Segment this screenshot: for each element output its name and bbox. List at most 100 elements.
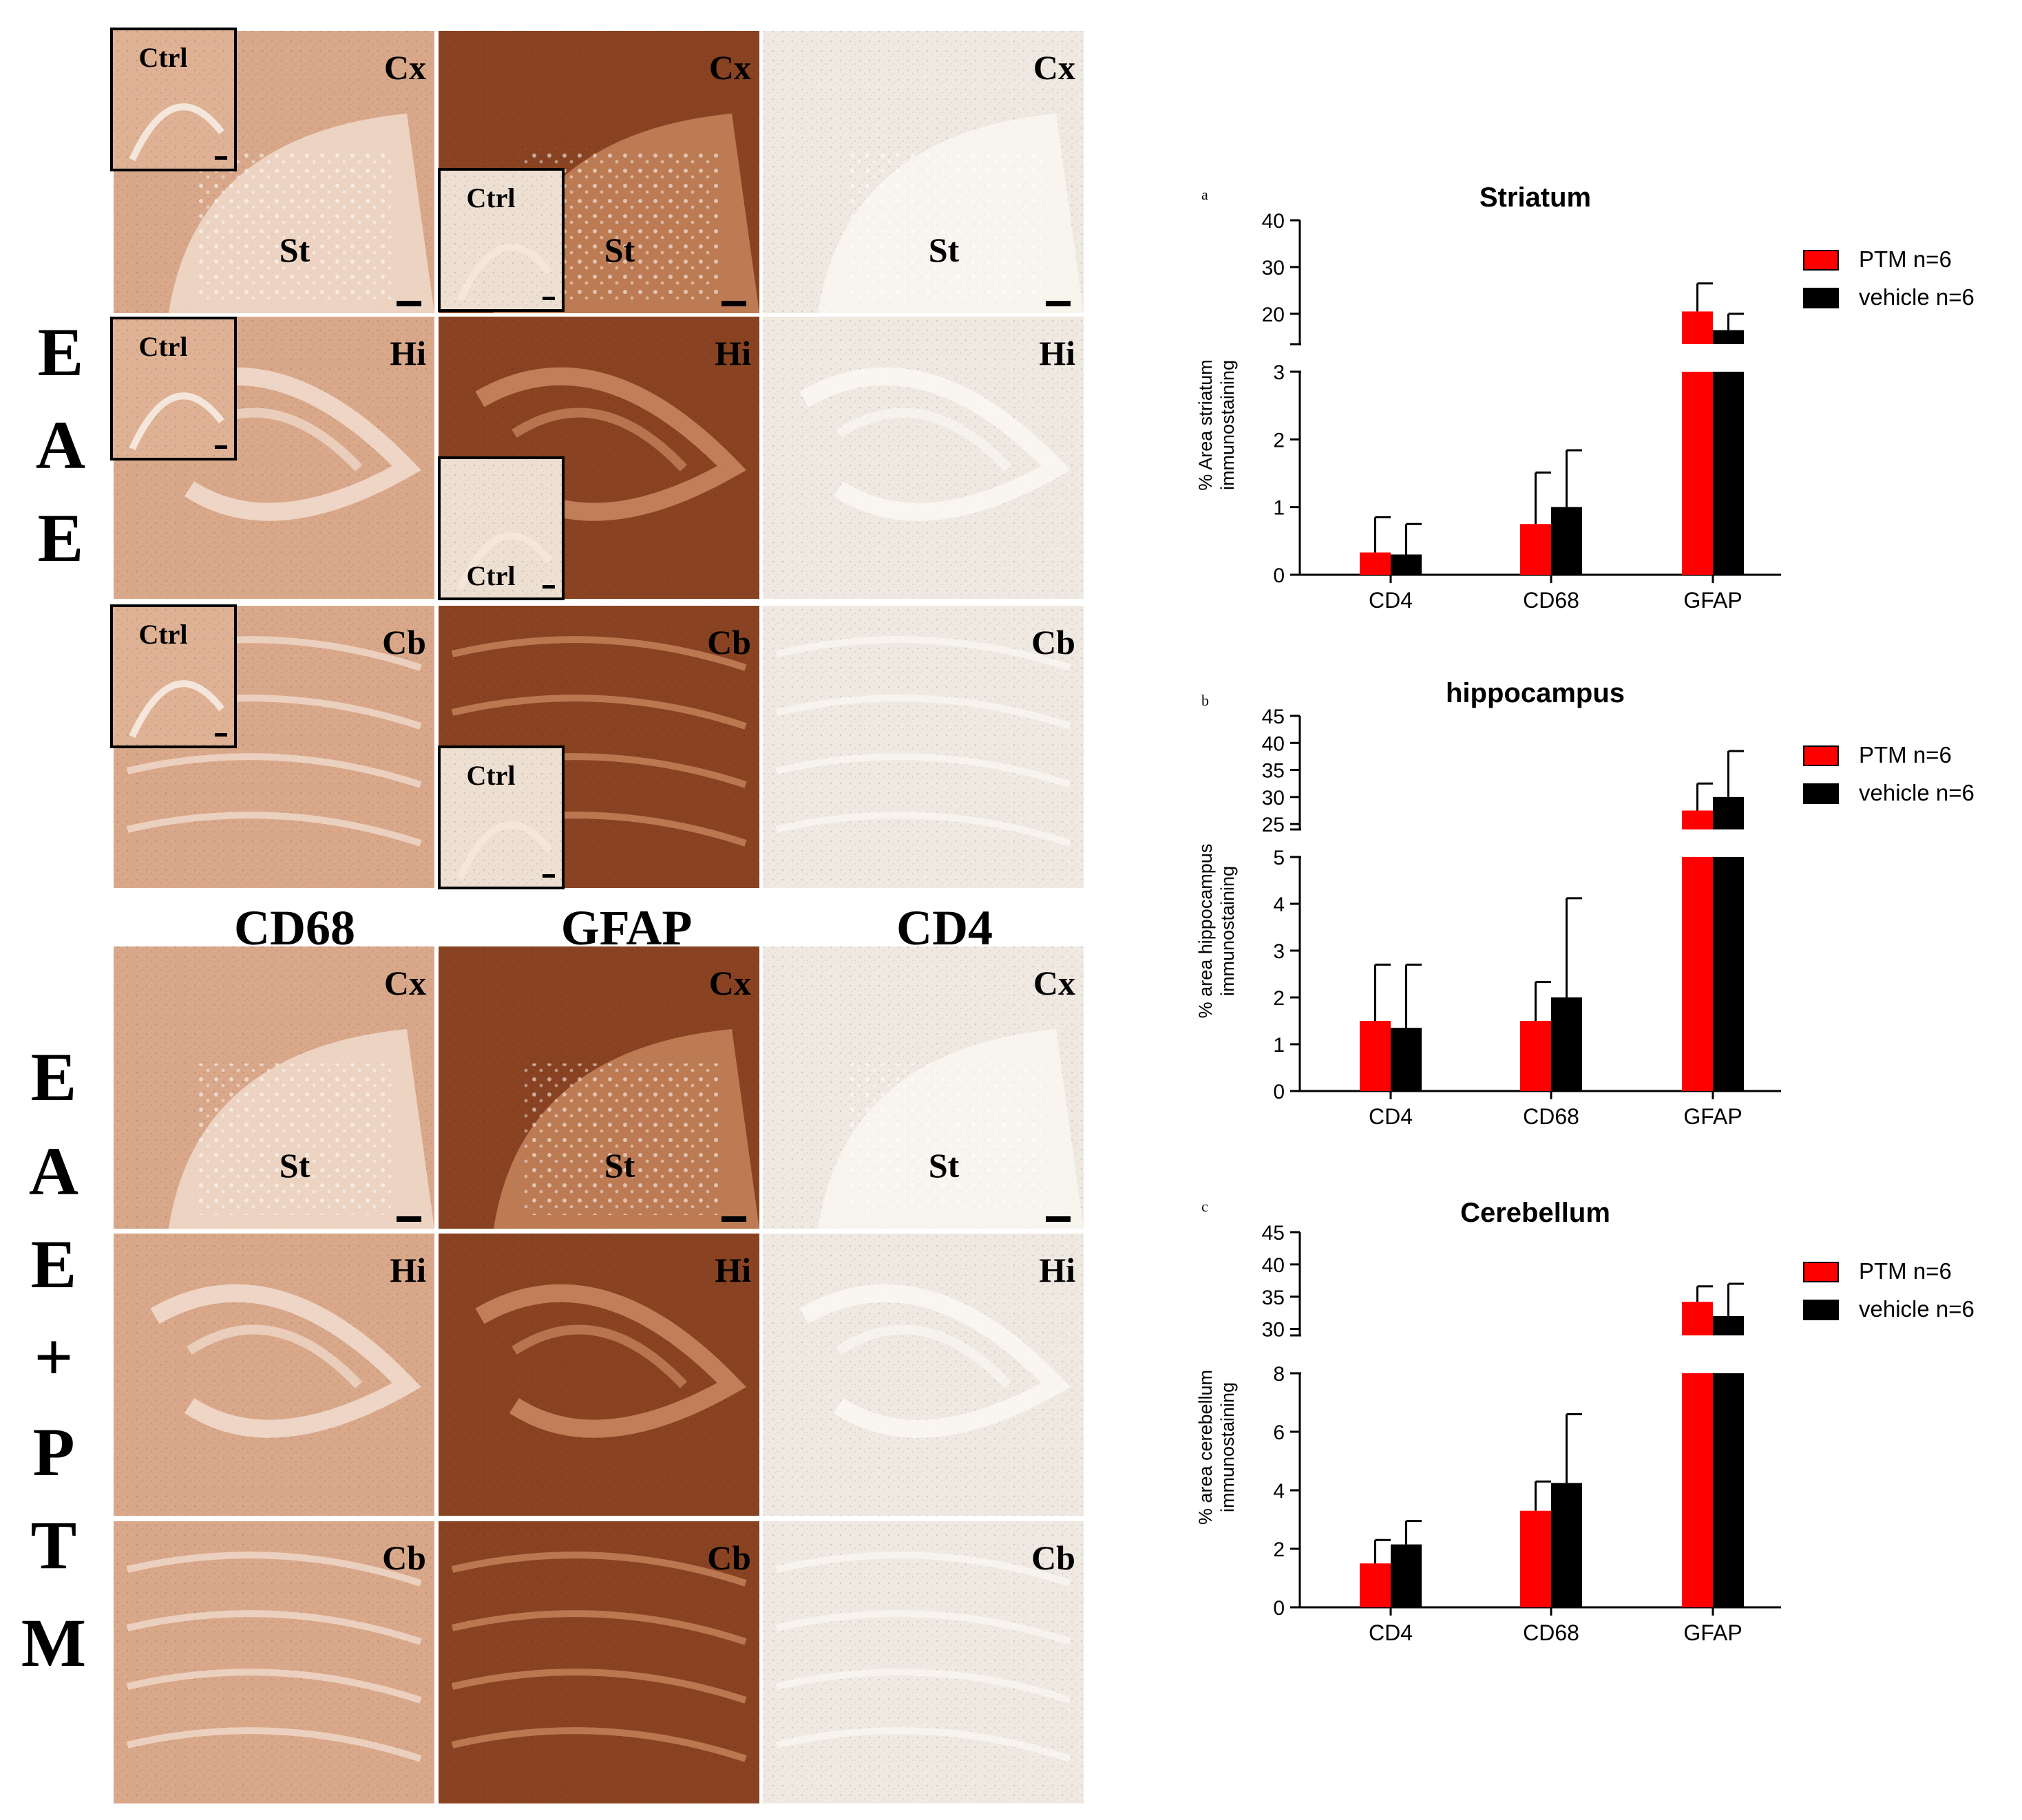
bar <box>1360 552 1391 575</box>
y-tick-label: 4 <box>1273 1480 1285 1503</box>
x-tick-label: CD4 <box>1369 588 1413 613</box>
y-tick-label: 30 <box>1262 1319 1285 1342</box>
scale-bar <box>215 733 227 737</box>
scale-bar <box>722 301 746 306</box>
region-label: Cb <box>382 623 426 662</box>
cerebellar-folium <box>126 1727 422 1762</box>
bar-chart: a Striatum 0 1 2 3 20 30 40 % Area striatum immuno… <box>1195 182 1974 613</box>
bar-upper-segment <box>1682 311 1713 344</box>
cerebellar-folium <box>126 812 422 847</box>
column-header: GFAP <box>561 900 693 955</box>
legend-swatch <box>1803 250 1839 271</box>
region-label: Cx <box>709 48 751 87</box>
bar-upper-segment <box>1682 810 1713 829</box>
bar-upper-segment <box>1713 1315 1744 1335</box>
cerebellar-folium <box>775 812 1071 847</box>
ctrl-label: Ctrl <box>466 182 515 213</box>
panel-letter: b <box>1201 692 1209 709</box>
chart-title: Cerebellum <box>1460 1198 1610 1228</box>
ctrl-label: Ctrl <box>138 42 187 73</box>
ctrl-inset: Ctrl <box>110 317 237 461</box>
bar <box>1520 1510 1551 1607</box>
bar <box>1551 1483 1582 1607</box>
micrograph-tile: Hi <box>114 1234 434 1516</box>
hippocampal-layer <box>475 367 746 521</box>
legend-swatch <box>1803 1262 1839 1282</box>
hippocampal-layer <box>150 1284 421 1438</box>
fiber-bundles <box>845 1064 1042 1215</box>
cerebellar-folium <box>775 636 1071 671</box>
side-label-letter: E <box>38 500 84 576</box>
scale-bar <box>215 445 227 449</box>
micrograph-tile: Cb <box>763 606 1084 888</box>
region-label: Cb <box>707 623 751 662</box>
bar-lower-segment <box>1713 857 1744 1091</box>
bar <box>1391 1544 1422 1607</box>
fiber-bundles <box>845 148 1042 299</box>
panel-letter: c <box>1201 1198 1208 1215</box>
ctrl-label: Ctrl <box>466 760 515 791</box>
cerebellar-folium <box>775 1669 1071 1704</box>
region-label: Cx <box>384 964 426 1002</box>
side-label-letter: M <box>21 1605 86 1681</box>
y-tick-label: 45 <box>1262 706 1285 728</box>
side-label-letter: E <box>31 1226 77 1302</box>
region-label: Cb <box>707 1538 751 1577</box>
region-label: Cx <box>1033 964 1075 1002</box>
y-tick-label: 40 <box>1262 210 1285 233</box>
cerebellar-folium <box>126 1669 422 1704</box>
micrograph-tile: Cx St <box>763 31 1084 313</box>
bar <box>1391 1028 1422 1091</box>
inset-texture <box>112 606 235 747</box>
bar-upper-segment <box>1713 330 1744 344</box>
scale-bar <box>543 874 555 878</box>
y-tick-label: 20 <box>1262 304 1285 326</box>
chart-title: Striatum <box>1479 182 1591 213</box>
y-tick-label: 6 <box>1273 1421 1285 1444</box>
cerebellar-folium <box>451 1727 747 1762</box>
cerebellar-folium <box>126 1552 422 1587</box>
ctrl-inset: Ctrl <box>110 604 237 748</box>
inset-structure <box>456 821 552 880</box>
y-tick-label: 3 <box>1273 940 1285 963</box>
y-axis-label-line: immunostaining <box>1217 360 1238 490</box>
x-tick-label: GFAP <box>1683 588 1742 613</box>
bar-chart: c Cerebellum 0 2 4 6 8 30 35 40 45 % area cerebellu… <box>1195 1198 1974 1645</box>
tissue-texture <box>763 1234 1084 1516</box>
inset-structure <box>456 244 552 302</box>
y-tick-label: 8 <box>1273 1363 1285 1386</box>
scale-bar <box>543 297 555 300</box>
inset-structure <box>129 392 224 451</box>
region-label: Cb <box>382 1538 426 1577</box>
y-axis-label-line: % area hippocampus <box>1195 844 1216 1019</box>
y-tick-label: 5 <box>1273 847 1285 869</box>
y-tick-label: 35 <box>1262 1287 1285 1309</box>
cerebellar-folium <box>126 753 422 788</box>
dentate-gyrus <box>836 1324 1012 1388</box>
micrograph-tile: Hi <box>763 317 1084 599</box>
bar <box>1360 1563 1391 1607</box>
dentate-gyrus <box>512 1324 688 1388</box>
inset-texture <box>439 747 563 888</box>
y-axis-label: % area hippocampus immunostaining <box>1195 844 1238 1019</box>
micrograph-tile: Cx St <box>439 946 759 1229</box>
ctrl-label: Ctrl <box>138 331 187 362</box>
y-tick-label: 2 <box>1273 429 1285 452</box>
region-label: Hi <box>390 1251 426 1289</box>
inset-texture <box>112 29 235 170</box>
side-label-letter: T <box>31 1507 77 1583</box>
ctrl-label: Ctrl <box>466 560 515 591</box>
dentate-gyrus <box>187 1324 363 1388</box>
y-tick-label: 30 <box>1262 787 1285 810</box>
y-tick-label: 35 <box>1262 760 1285 783</box>
inset-texture <box>439 169 563 310</box>
legend-label: PTM n=6 <box>1859 742 1952 768</box>
side-label-letter: P <box>32 1414 74 1490</box>
micrograph-tile: Cx St <box>763 946 1084 1229</box>
micrograph-tile: Hi <box>763 1234 1084 1516</box>
region-label: Cx <box>709 964 751 1002</box>
ctrl-inset: Ctrl <box>438 745 565 889</box>
